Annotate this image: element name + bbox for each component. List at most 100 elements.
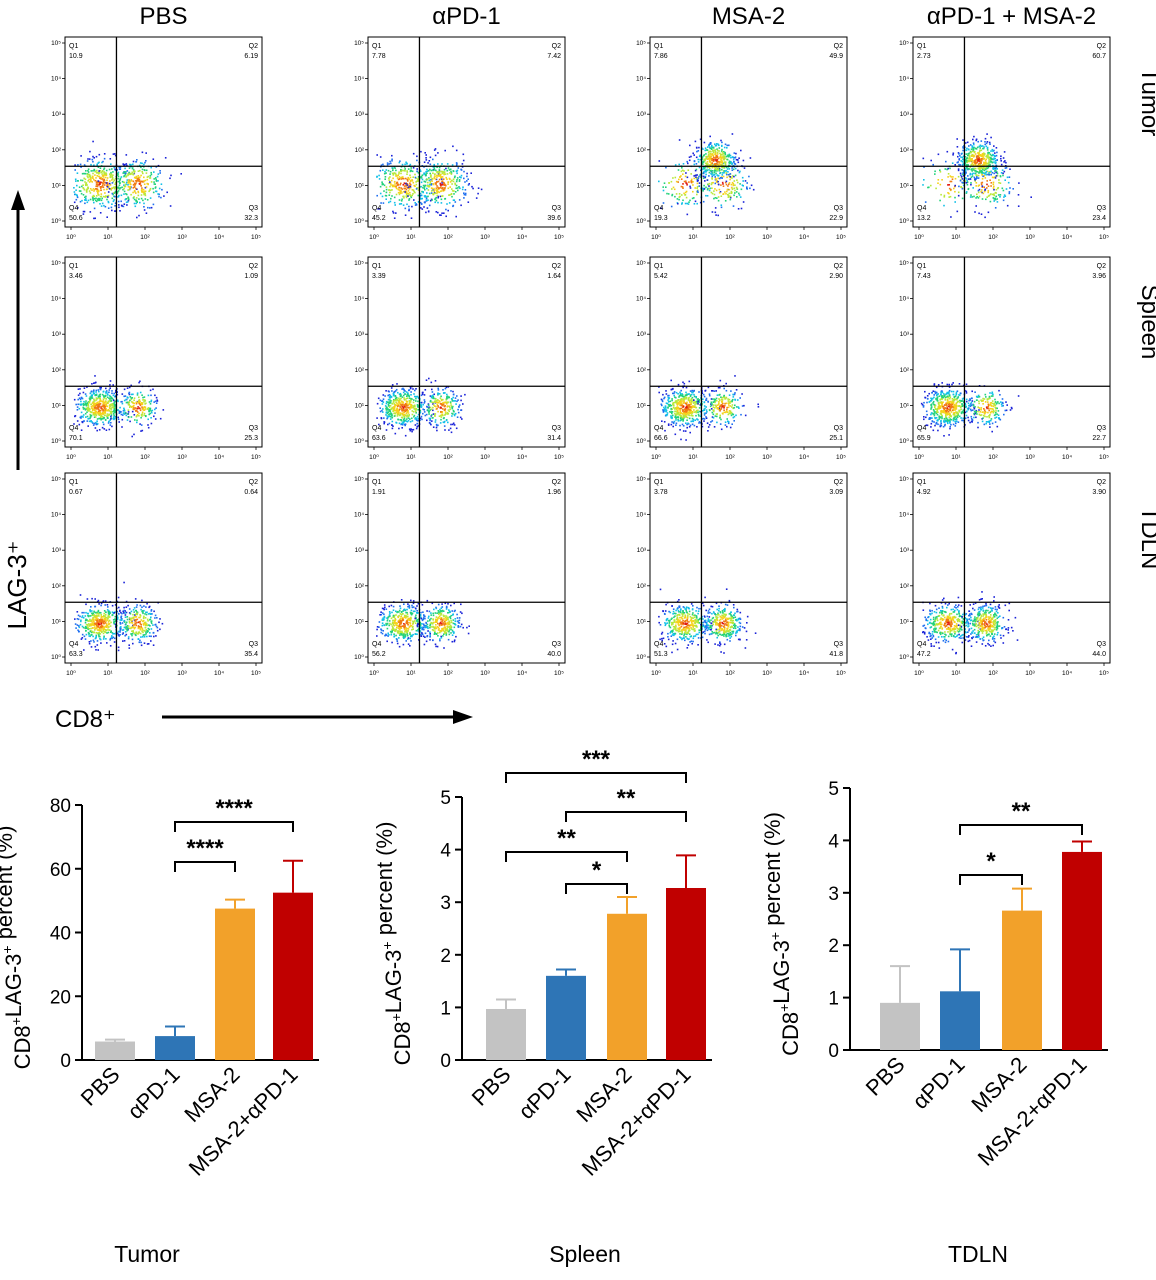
flow-dot — [722, 155, 724, 157]
quadrant-label: Q3 — [552, 205, 561, 212]
flow-dot — [96, 418, 99, 420]
flow-dot — [717, 166, 720, 169]
flow-dot — [88, 181, 91, 183]
flow-dot — [957, 169, 960, 172]
flow-dot — [143, 183, 146, 185]
flow-dot — [112, 406, 115, 408]
flow-dot — [147, 175, 150, 178]
flow-dot — [99, 409, 102, 412]
flow-dot — [434, 413, 437, 415]
flow-dot — [726, 176, 728, 179]
flow-dot — [680, 419, 683, 421]
flow-dot — [708, 189, 711, 192]
flow-dot — [402, 204, 405, 206]
flow-dot — [968, 145, 970, 147]
flow-dot — [725, 402, 728, 405]
flow-dot — [392, 174, 395, 176]
flow-dot — [94, 412, 97, 414]
flow-dot — [995, 154, 998, 157]
flow-dot — [975, 162, 977, 165]
flow-dot — [406, 395, 408, 397]
flow-dot — [705, 171, 707, 173]
flow-dot — [99, 198, 101, 200]
flow-dot — [677, 169, 680, 171]
flow-dot — [412, 193, 414, 195]
flow-dot — [450, 172, 453, 174]
flow-dot — [163, 195, 165, 197]
flow-dot — [741, 184, 744, 186]
flow-dot — [1008, 191, 1011, 193]
flow-dot — [460, 409, 462, 411]
flow-dot — [682, 415, 685, 417]
flow-dot — [391, 185, 394, 188]
flow-dot — [109, 180, 111, 182]
flow-dot — [975, 185, 977, 187]
flow-dot — [726, 158, 729, 161]
flow-x-tick-label: 10² — [443, 234, 453, 241]
flow-dot — [695, 174, 697, 177]
flow-dot — [718, 188, 721, 191]
flow-dot — [133, 433, 135, 436]
flow-dot — [379, 410, 382, 413]
flow-dot — [95, 389, 98, 392]
flow-dot — [103, 402, 105, 404]
flow-dot — [407, 194, 410, 196]
flow-dot — [127, 197, 130, 199]
flow-dot — [388, 189, 390, 191]
flow-dot — [458, 179, 461, 181]
flow-dot — [409, 406, 411, 408]
flow-dot — [149, 412, 151, 415]
flow-dot — [429, 395, 432, 397]
flow-dot — [692, 415, 694, 417]
flow-dot — [471, 185, 473, 188]
flow-dot — [685, 403, 688, 405]
flow-dot — [709, 146, 711, 149]
flow-dot — [406, 171, 409, 173]
flow-dot — [705, 170, 708, 172]
flow-dot — [665, 402, 668, 404]
flow-dot — [978, 145, 981, 148]
flow-dot — [112, 413, 115, 415]
flow-dot — [394, 167, 396, 169]
flow-dot — [974, 161, 976, 163]
flow-dot — [407, 415, 410, 417]
flow-dot — [671, 417, 673, 420]
flow-dot — [387, 403, 390, 406]
flow-dot — [455, 184, 458, 187]
flow-dot — [722, 183, 724, 185]
flow-dot — [93, 189, 96, 191]
flow-dot — [146, 182, 148, 185]
flow-dot — [434, 173, 436, 175]
flow-dot — [405, 397, 408, 400]
flow-dot — [117, 180, 120, 183]
flow-dot — [462, 186, 464, 188]
flow-dot — [382, 411, 384, 413]
flow-dot — [727, 422, 730, 425]
flow-dot — [442, 392, 445, 394]
flow-dot — [381, 409, 383, 412]
flow-dot — [137, 190, 139, 193]
flow-dot — [698, 410, 701, 413]
quadrant-label: Q3 — [249, 205, 258, 212]
flow-dot — [957, 191, 960, 194]
flow-dot — [80, 411, 83, 414]
flow-dot — [1008, 192, 1011, 195]
flow-dot — [86, 191, 88, 193]
flow-dot — [98, 181, 101, 184]
flow-dot — [679, 411, 681, 414]
flow-dot — [448, 202, 451, 204]
flow-dot — [135, 401, 137, 404]
flow-dot — [135, 410, 137, 412]
flow-dot — [426, 419, 428, 422]
flow-dot — [391, 427, 394, 430]
flow-dot — [662, 189, 665, 192]
flow-dots — [922, 133, 1032, 219]
flow-dot — [402, 423, 404, 426]
flow-dot — [394, 398, 397, 400]
flow-dot — [437, 196, 439, 199]
flow-dot — [101, 178, 104, 180]
flow-dot — [128, 179, 130, 181]
flow-dot — [982, 147, 984, 150]
flow-dot — [423, 394, 426, 396]
flow-y-tick-label: 10⁴ — [899, 76, 909, 83]
